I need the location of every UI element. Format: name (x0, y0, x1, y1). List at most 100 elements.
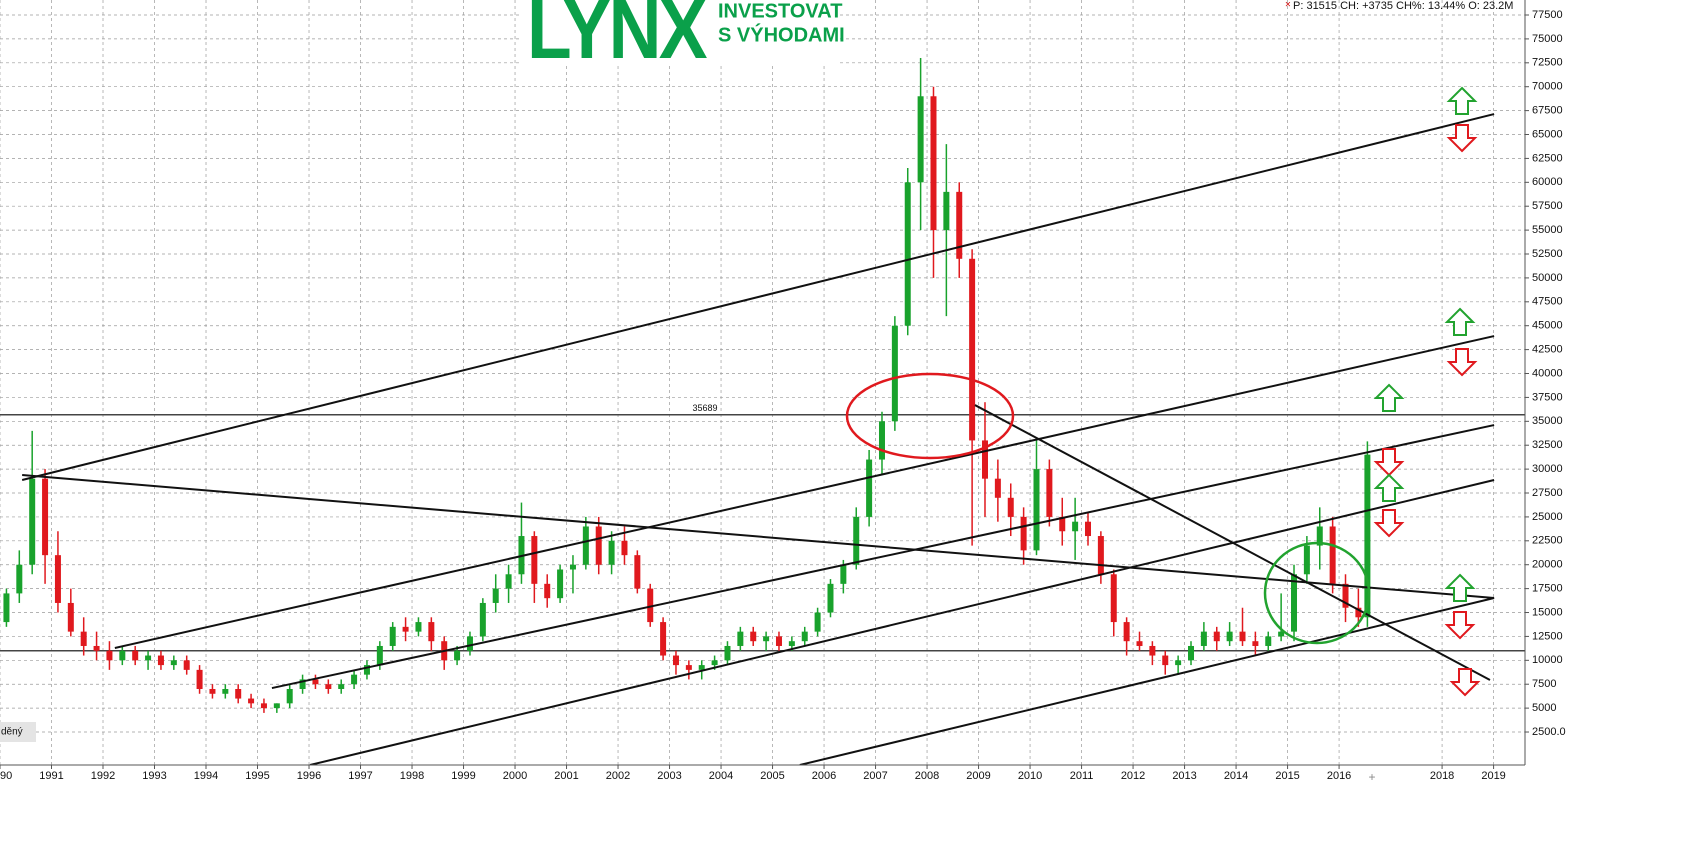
y-tick-label: 2500.0 (1532, 726, 1566, 738)
y-tick-label: 42500 (1532, 344, 1563, 356)
candle-body (956, 191, 963, 259)
candle-body (827, 583, 834, 613)
candle-body (1239, 631, 1246, 642)
candle-body (660, 622, 667, 656)
x-tick-label: 1996 (297, 770, 321, 782)
candle-body (1278, 631, 1285, 637)
candle-body (981, 440, 988, 479)
arrows (1375, 87, 1479, 696)
y-tick-label: 55000 (1532, 224, 1563, 236)
trend-line (309, 479, 1495, 765)
candle-body (698, 665, 705, 670)
candle-body (119, 650, 126, 661)
candle-body (531, 536, 538, 584)
candle-body (54, 555, 61, 603)
y-tick-label: 72500 (1532, 57, 1563, 69)
candle-body (711, 660, 718, 666)
candle-body (376, 645, 383, 666)
x-tick-label: 2015 (1275, 770, 1299, 782)
candle-body (260, 703, 267, 709)
candle-body (1007, 497, 1014, 517)
candle-body (853, 516, 860, 565)
candle-body (557, 569, 564, 599)
level-label: 35689 (692, 403, 717, 413)
candle-body (994, 478, 1001, 498)
y-tick-label: 15000 (1532, 606, 1563, 618)
candle-body (634, 555, 641, 589)
x-tick-label: 2009 (966, 770, 990, 782)
candle-body (891, 325, 898, 422)
candle-body (1342, 583, 1349, 608)
candle-body (209, 688, 216, 694)
candle-body (170, 660, 177, 666)
candle-body (80, 631, 87, 646)
trend-line (799, 597, 1495, 765)
candle-body (1110, 574, 1117, 623)
y-tick-label: 65000 (1532, 128, 1563, 140)
x-tick-label: 1998 (400, 770, 424, 782)
candle-body (763, 636, 770, 642)
candle-body (196, 669, 203, 689)
x-tick-label: 2000 (503, 770, 527, 782)
candle-body (312, 679, 319, 685)
y-tick-label: 52500 (1532, 248, 1563, 260)
candle-body (325, 684, 332, 689)
candle-body (814, 612, 821, 632)
highlight-ellipse (1263, 541, 1371, 645)
x-tick-label: 2005 (760, 770, 784, 782)
logo-line2: S VÝHODAMI (718, 22, 845, 46)
candle-body (1059, 516, 1066, 532)
candle-body (222, 688, 229, 694)
candle-body (415, 622, 422, 632)
arrow-up (1375, 474, 1403, 502)
candle-body (1084, 521, 1091, 537)
arrow-down (1446, 611, 1474, 639)
candle-body (1364, 454, 1371, 618)
y-tick-label: 40000 (1532, 367, 1563, 379)
candle-body (248, 698, 255, 704)
candle-body (582, 526, 589, 565)
candle-body (1252, 641, 1259, 646)
arrow-down (1375, 509, 1403, 537)
y-tick-label: 57500 (1532, 200, 1563, 212)
x-tick-label: 2014 (1224, 770, 1248, 782)
y-tick-label: 17500 (1532, 583, 1563, 595)
candle-body (1213, 631, 1220, 642)
candle-body (3, 593, 10, 623)
candle-body (866, 459, 873, 517)
candle-body (737, 631, 744, 646)
arrow-up (1448, 87, 1476, 115)
y-tick-label: 37500 (1532, 391, 1563, 403)
arrow-down (1375, 448, 1403, 476)
x-tick-label: 1997 (348, 770, 372, 782)
x-tick-label: 2018 (1430, 770, 1454, 782)
x-tick-label: 2006 (812, 770, 836, 782)
candle-body (1136, 641, 1143, 646)
candle-body (351, 674, 358, 685)
y-tick-label: 20000 (1532, 559, 1563, 571)
candle-body (750, 631, 757, 642)
y-tick-label: 50000 (1532, 272, 1563, 284)
candle-body (1188, 645, 1195, 661)
x-tick-label: 1992 (91, 770, 115, 782)
arrow-up (1375, 384, 1403, 412)
x-tick-label: 2012 (1121, 770, 1145, 782)
candle-body (788, 641, 795, 646)
y-tick-label: 60000 (1532, 176, 1563, 188)
arrow-down (1451, 668, 1479, 696)
trend-line (271, 424, 1495, 690)
y-tick-label: 62500 (1532, 152, 1563, 164)
y-tick-label: 27500 (1532, 487, 1563, 499)
candle-body (42, 478, 49, 556)
candle-body (402, 626, 409, 632)
y-tick-label: 25000 (1532, 511, 1563, 523)
y-tick-label: 35000 (1532, 415, 1563, 427)
candle-body (1329, 526, 1336, 584)
candle-body (157, 655, 164, 666)
corner-box (0, 722, 36, 742)
candle-body (363, 665, 370, 675)
highlight-ellipse (845, 372, 1015, 460)
y-tick-label: 45000 (1532, 320, 1563, 332)
candle-body (1123, 622, 1130, 642)
